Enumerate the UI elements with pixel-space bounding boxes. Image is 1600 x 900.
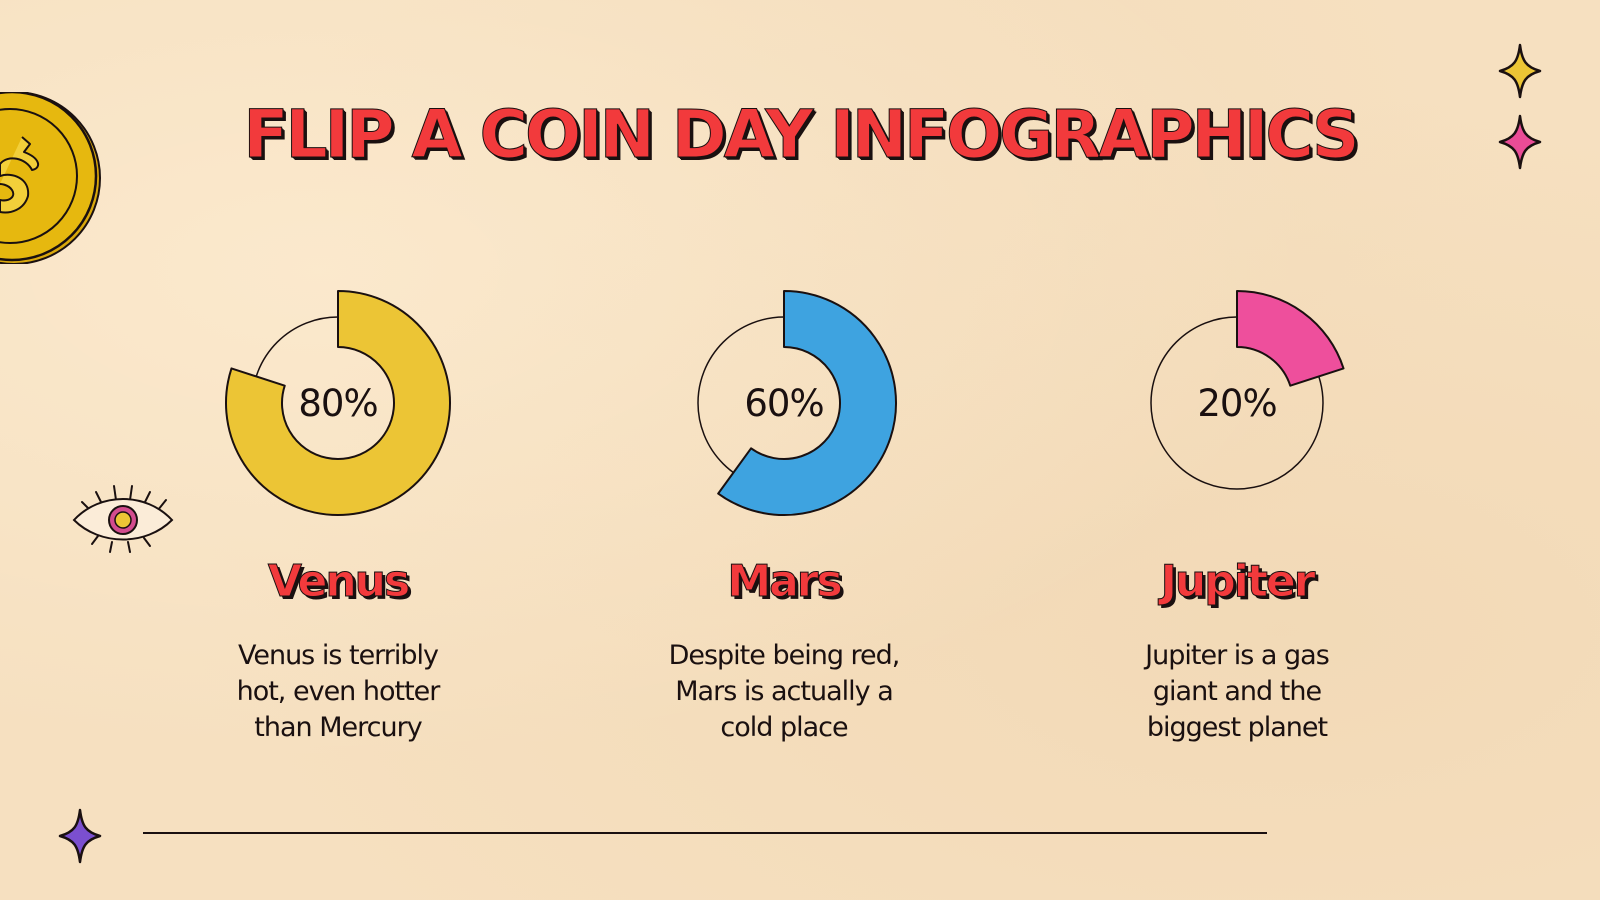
pink-sparkle-icon xyxy=(1498,114,1542,170)
venus-description-line: Venus is terribly xyxy=(237,640,439,671)
jupiter-description-line: giant and the xyxy=(1152,676,1322,707)
venus-heading: Venus xyxy=(267,556,410,608)
donut-mars-graphic xyxy=(697,290,898,516)
dollar-coin-icon xyxy=(0,92,101,264)
yellow-sparkle-icon xyxy=(1498,43,1542,99)
donut-chart-mars: 60% xyxy=(654,273,914,533)
donut-chart-jupiter: 20% xyxy=(1107,273,1367,533)
mars-description-line: Despite being red, xyxy=(668,640,901,671)
mars-description-line: Mars is actually a xyxy=(675,676,894,707)
bottom-divider xyxy=(143,832,1267,834)
page-title: FLIP A COIN DAY INFOGRAPHICS xyxy=(243,96,1360,174)
jupiter-description: Jupiter is a gas giant and the biggest p… xyxy=(1087,638,1387,746)
mars-heading: Mars xyxy=(727,556,843,608)
venus-description-line: hot, even hotter xyxy=(236,676,441,707)
jupiter-description-line: Jupiter is a gas xyxy=(1145,640,1330,671)
donut-jupiter-graphic xyxy=(1150,290,1345,490)
jupiter-heading: Jupiter xyxy=(1160,556,1316,608)
mars-percent-label: 60% xyxy=(744,381,824,425)
mars-description: Despite being red, Mars is actually a co… xyxy=(634,638,934,746)
jupiter-description-line: biggest planet xyxy=(1146,712,1328,743)
eye-icon xyxy=(72,485,174,553)
venus-description-line: than Mercury xyxy=(254,712,422,743)
donut-chart-venus: 80% xyxy=(208,273,468,533)
mars-description-line: cold place xyxy=(720,712,848,743)
venus-description: Venus is terribly hot, even hotter than … xyxy=(188,638,488,746)
venus-percent-label: 80% xyxy=(298,381,378,425)
purple-sparkle-icon xyxy=(58,808,102,864)
jupiter-percent-label: 20% xyxy=(1197,381,1277,425)
donut-venus-graphic xyxy=(224,290,451,516)
